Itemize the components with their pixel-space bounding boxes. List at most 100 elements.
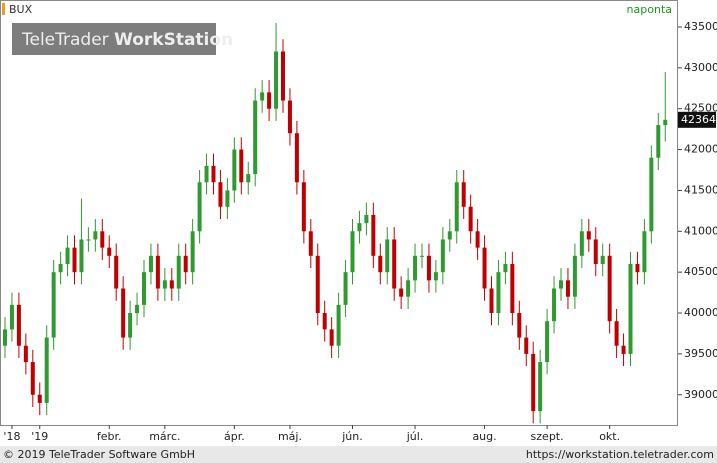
watermark-product: WorkStation (114, 30, 233, 50)
candle-body (148, 255, 153, 273)
candle-body (350, 231, 355, 273)
plot-frame (0, 0, 678, 426)
candle-body (489, 288, 494, 314)
candle-body (663, 119, 668, 126)
x-tick-label: '18 (3, 430, 20, 443)
candle-body (65, 247, 70, 264)
candle-body (308, 231, 313, 256)
candle-body (531, 353, 536, 412)
candle-body (281, 51, 285, 101)
candle-body (371, 214, 376, 256)
candle-body (385, 239, 390, 273)
candle-body (364, 214, 369, 224)
candle-body (294, 133, 299, 183)
candle-body (169, 280, 174, 289)
candle-body (399, 288, 404, 297)
candle-body (642, 231, 647, 273)
candle-body (635, 263, 640, 273)
candle-body (552, 288, 557, 322)
candle-body (93, 231, 98, 240)
candle-body (9, 304, 14, 330)
candle-body (253, 100, 258, 175)
candle-body (343, 272, 348, 305)
candle-body (232, 149, 237, 191)
candle-body (301, 182, 306, 232)
candle-body (329, 329, 334, 346)
x-tick-label: márc. (149, 430, 180, 443)
candle-body (128, 313, 133, 338)
candle-body (545, 321, 550, 363)
y-tick-label: 41000 (684, 224, 717, 237)
candle-body (267, 92, 272, 109)
y-tick-label: 42000 (684, 143, 717, 156)
candle-body (656, 125, 661, 158)
candle-body (183, 255, 188, 273)
watermark-box (12, 23, 216, 55)
candle-body (114, 255, 119, 289)
candle-body (135, 304, 140, 314)
x-tick-label: máj. (278, 430, 302, 443)
candle-body (107, 247, 112, 256)
y-tick-label: 39000 (684, 388, 717, 401)
candle-body (322, 313, 327, 330)
candle-body (239, 149, 244, 183)
candle-body (260, 92, 265, 101)
watermark: TeleTrader WorkStation (21, 30, 233, 50)
candle-body (225, 190, 230, 207)
candle-body (79, 239, 84, 273)
candle-body (86, 239, 91, 241)
y-tick-label: 40000 (684, 306, 717, 319)
x-tick-label: '19 (31, 430, 48, 443)
candle-body (287, 100, 292, 134)
candle-body (496, 272, 501, 314)
footer-bar (0, 446, 717, 463)
candle-body (586, 231, 591, 240)
candle-body (565, 280, 570, 297)
candle-body (336, 304, 341, 346)
last-value-label: 42364 (681, 113, 716, 126)
candle-body (72, 247, 77, 273)
x-tick-label: okt. (599, 430, 620, 443)
candle-body (204, 165, 209, 183)
last-value-box (678, 111, 716, 128)
candle-body (461, 182, 466, 207)
candle-body (315, 255, 320, 314)
candle-body (649, 157, 654, 232)
y-tick-label: 43000 (684, 61, 717, 74)
candle-body (628, 263, 633, 354)
y-tick-label: 43500 (684, 20, 717, 33)
candle-body (190, 231, 195, 273)
x-tick-label: jún. (341, 430, 363, 443)
y-tick-label: 40500 (684, 265, 717, 278)
candle-body (420, 255, 424, 257)
candle-body (121, 288, 126, 338)
candle-body (482, 247, 487, 289)
candle-body (142, 272, 146, 305)
watermark-brand: TeleTrader (21, 30, 109, 50)
candle-body (579, 231, 584, 256)
candle-body (524, 337, 529, 354)
candle-body (155, 255, 160, 289)
candle-body (607, 255, 612, 322)
candle-body (559, 280, 563, 289)
x-tick-label: aug. (472, 430, 496, 443)
x-tick-label: febr. (97, 430, 122, 443)
candle-body (572, 255, 577, 297)
candle-body (447, 231, 452, 240)
candle-body (621, 345, 626, 354)
y-tick-label: 41500 (684, 183, 717, 196)
candle-body (392, 239, 397, 289)
candle-body (274, 51, 279, 109)
candle-body (503, 263, 508, 273)
chart-subtitle: naponta (627, 3, 672, 16)
candle-body (218, 182, 223, 207)
candle-body (30, 362, 35, 395)
candle-body (538, 362, 543, 412)
candle-body (197, 182, 202, 232)
footer-copyright: © 2019 TeleTrader Software GmbH (3, 448, 195, 461)
candle-body (37, 394, 42, 403)
candle-body (593, 239, 598, 264)
x-tick-label: ápr. (224, 430, 245, 443)
